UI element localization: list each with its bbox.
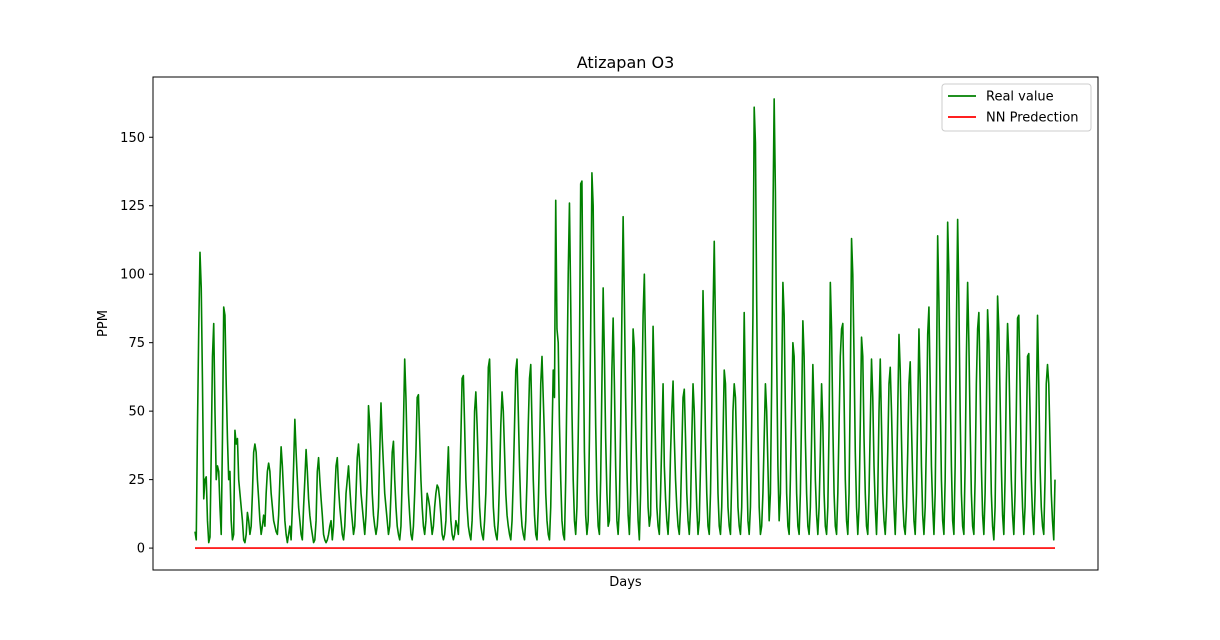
y-tick-label: 50: [128, 405, 145, 420]
plot-frame: [152, 76, 1099, 571]
legend-label-1: NN Predection: [986, 111, 1079, 126]
y-tick-label: 125: [120, 199, 145, 214]
series-line-0: [194, 98, 1056, 544]
x-axis-label: Days: [609, 575, 642, 590]
y-tick-label: 75: [128, 336, 145, 351]
legend: Real value NN Predection: [941, 83, 1092, 132]
y-tick-label: 100: [120, 268, 145, 283]
chart-title: Atizapan O3: [577, 53, 675, 72]
y-tick-label: 0: [137, 542, 145, 557]
legend-box: [941, 83, 1092, 132]
y-axis-label: PPM: [96, 310, 111, 337]
y-tick-label: 150: [120, 131, 145, 146]
legend-label-0: Real value: [986, 90, 1054, 105]
y-tick-label: 25: [128, 473, 145, 488]
